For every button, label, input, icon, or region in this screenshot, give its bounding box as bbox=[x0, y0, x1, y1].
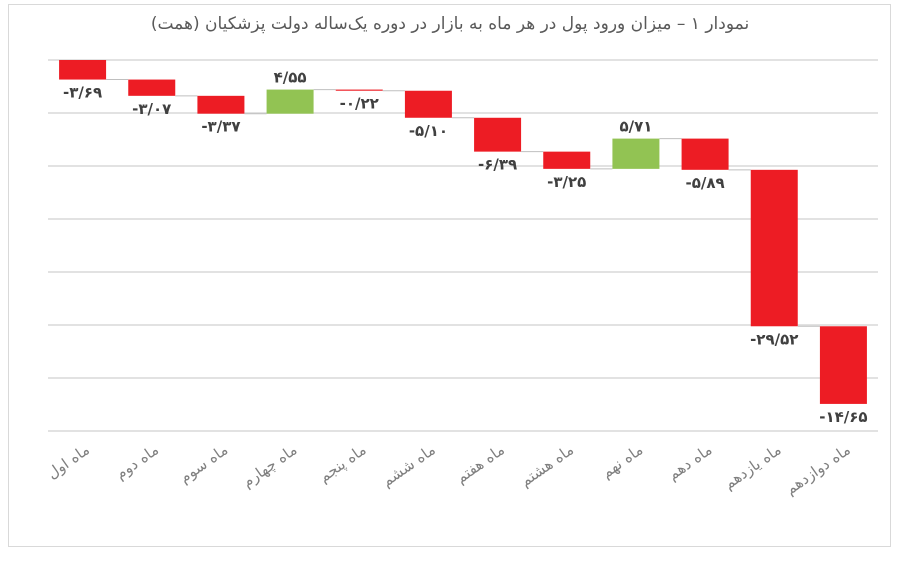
data-label: -۱۴/۶۵ bbox=[819, 408, 867, 426]
bar bbox=[474, 117, 522, 152]
bar bbox=[543, 151, 591, 169]
category-label: ماه دهم bbox=[664, 441, 715, 484]
category-label: ماه نهم bbox=[598, 441, 646, 482]
data-label: -۳/۶۹ bbox=[63, 84, 102, 102]
category-label: ماه سوم bbox=[176, 441, 231, 487]
data-label: -۲۹/۵۲ bbox=[750, 330, 798, 348]
category-label: ماه هشتم bbox=[517, 441, 577, 491]
bar bbox=[59, 60, 107, 80]
category-label: ماه دوم bbox=[112, 441, 162, 484]
bar bbox=[266, 89, 314, 114]
data-label: -۵/۱۰ bbox=[409, 122, 448, 140]
data-label: -۰/۲۲ bbox=[340, 95, 379, 113]
chart-title: نمودار ۱ – میزان ورود پول در هر ماه به ب… bbox=[150, 14, 750, 34]
category-label: ماه دوازدهم bbox=[782, 441, 854, 499]
data-label: -۳/۳۷ bbox=[201, 118, 240, 136]
data-label: -۶/۳۹ bbox=[478, 156, 517, 174]
bar bbox=[128, 79, 176, 96]
bar bbox=[681, 138, 729, 170]
bar bbox=[819, 326, 867, 404]
data-label: -۳/۰۷ bbox=[132, 100, 171, 118]
category-label: ماه ششم bbox=[378, 441, 438, 491]
bar bbox=[404, 90, 452, 118]
data-label: ۴/۵۵ bbox=[274, 69, 307, 87]
category-label: ماه پنجم bbox=[315, 441, 370, 487]
bar bbox=[750, 169, 798, 327]
category-label: ماه چهارم bbox=[239, 441, 301, 492]
category-label: ماه اول bbox=[44, 441, 93, 483]
data-label: ۵/۷۱ bbox=[619, 118, 652, 136]
bar bbox=[335, 89, 383, 91]
bar bbox=[612, 138, 660, 169]
category-label: ماه هفتم bbox=[452, 441, 508, 487]
data-label: -۳/۲۵ bbox=[547, 173, 586, 191]
chart-frame bbox=[8, 4, 891, 547]
data-label: -۵/۸۹ bbox=[685, 174, 724, 192]
category-label: ماه یازدهم bbox=[720, 441, 784, 493]
bar bbox=[197, 95, 245, 114]
